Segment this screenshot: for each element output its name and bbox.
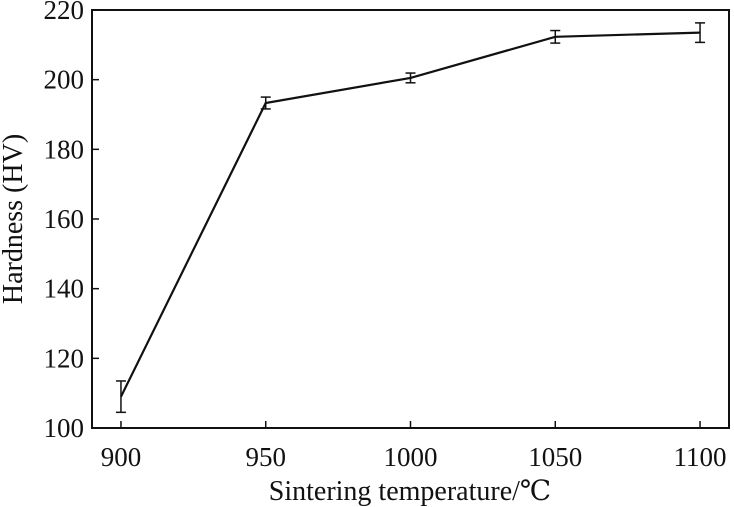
y-tick-label: 200 (44, 65, 85, 95)
x-axis-title: Sintering temperature/℃ (269, 476, 551, 507)
y-axis-ticks: 100 120 140 160 180 200 220 (44, 0, 99, 443)
data-point-1100 (695, 22, 706, 44)
data-point-1050 (550, 29, 561, 44)
x-tick-label: 900 (101, 442, 142, 472)
x-tick-label: 1050 (528, 442, 582, 472)
data-point-900 (115, 380, 126, 414)
y-axis-title: Hardness (HV) (0, 134, 29, 304)
data-point-950 (260, 96, 271, 110)
y-tick-label: 120 (44, 343, 85, 373)
x-tick-label: 1000 (384, 442, 438, 472)
data-point-1000 (405, 72, 416, 84)
series-line (120, 31, 701, 398)
x-tick-label: 950 (245, 442, 286, 472)
y-tick-label: 140 (44, 274, 85, 304)
data-series (115, 22, 706, 414)
y-tick-label: 180 (44, 134, 85, 164)
y-tick-label: 160 (44, 204, 85, 234)
y-tick-label: 100 (44, 413, 85, 443)
x-tick-label: 1100 (674, 442, 727, 472)
x-axis-ticks: 900 950 1000 1050 1100 (101, 421, 727, 472)
y-tick-label: 220 (44, 0, 85, 25)
